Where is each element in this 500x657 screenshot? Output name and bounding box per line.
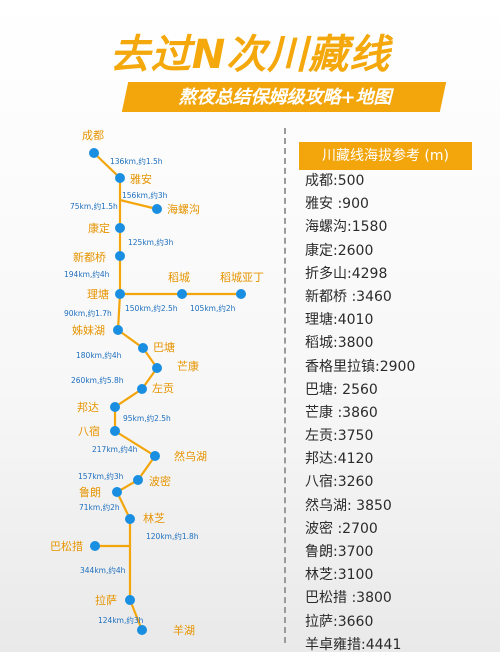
distance-label: 260km,约5.8h xyxy=(71,375,124,385)
node-basongcuo xyxy=(90,541,100,551)
station-label: 鲁朗 xyxy=(79,485,101,499)
node-hailuogou xyxy=(152,204,162,214)
node-daocheng-yading xyxy=(236,289,246,299)
altitude-item: 然乌湖: 3850 xyxy=(305,497,392,514)
branch-haiLuoGou xyxy=(119,198,158,211)
altitude-item: 邦达:4120 xyxy=(305,451,374,468)
route-nodes xyxy=(89,148,246,635)
page-title: 去过N次川藏线 xyxy=(109,32,391,78)
station-label: 巴松措 xyxy=(50,539,83,553)
node-chengdu xyxy=(89,148,99,158)
station-label: 成都 xyxy=(82,129,104,142)
distance-label: 75km,约1.5h xyxy=(70,201,118,211)
distance-label: 194km,约4h xyxy=(64,269,110,279)
altitude-item: 海螺沟:1580 xyxy=(305,219,388,236)
node-yaan xyxy=(115,173,125,183)
distance-label: 344km,约4h xyxy=(80,565,126,575)
node-litang xyxy=(115,289,125,299)
station-label: 新都桥 xyxy=(73,250,106,264)
station-label: 拉萨 xyxy=(95,593,117,607)
station-label: 雅安 xyxy=(130,172,152,186)
station-label: 海螺沟 xyxy=(167,202,200,216)
altitude-item: 羊卓雍措:4441 xyxy=(305,636,402,653)
station-label: 稻城亚丁 xyxy=(220,271,264,284)
node-yanghu xyxy=(137,625,147,635)
station-label: 康定 xyxy=(88,221,110,235)
altitude-list: 成都:500 雅安 :900 海螺沟:1580 康定:2600 折多山:4298… xyxy=(305,170,415,657)
altitude-item: 巴塘: 2560 xyxy=(305,381,378,398)
route-map: 成都 雅安 海螺沟 康定 新都桥 理塘 稻城 稻城亚丁 姊妹湖 巴塘 芒康 左贡… xyxy=(50,129,264,637)
node-zimeihu xyxy=(113,325,123,335)
altitude-item: 雅安 :900 xyxy=(305,196,369,213)
node-batang xyxy=(138,343,148,353)
altitude-item: 稻城:3800 xyxy=(305,335,374,352)
altitude-item: 林芝:3100 xyxy=(305,567,374,584)
station-label: 邦达 xyxy=(77,401,99,414)
distance-label: 217km,约4h xyxy=(92,444,138,454)
distance-label: 125km,约3h xyxy=(128,237,174,247)
distance-label: 90km,约1.7h xyxy=(64,308,112,318)
altitude-item: 芒康 :3860 xyxy=(305,404,378,421)
station-label: 姊妹湖 xyxy=(72,323,105,337)
altitude-item: 新都桥 :3460 xyxy=(305,288,392,305)
node-lasa xyxy=(125,595,135,605)
distance-labels: 136km,约1.5h 156km,约3h 75km,约1.5h 125km,约… xyxy=(64,156,236,625)
altitude-item: 折多山:4298 xyxy=(305,265,388,282)
altitude-item: 八宿:3260 xyxy=(305,474,374,491)
altitude-item: 波密 :2700 xyxy=(305,520,378,537)
altitude-item: 康定:2600 xyxy=(305,242,374,259)
distance-label: 95km,约2.5h xyxy=(123,413,171,423)
distance-label: 124km,约3h xyxy=(98,615,144,625)
station-label: 波密 xyxy=(149,474,171,488)
altitude-item: 拉萨:3660 xyxy=(305,613,374,630)
station-labels: 成都 雅安 海螺沟 康定 新都桥 理塘 稻城 稻城亚丁 姊妹湖 巴塘 芒康 左贡… xyxy=(50,129,264,637)
station-label: 巴塘 xyxy=(153,340,175,354)
station-label: 理塘 xyxy=(87,287,109,301)
distance-label: 157km,约3h xyxy=(78,471,124,481)
node-bomi xyxy=(133,475,143,485)
node-kangding xyxy=(115,223,125,233)
distance-label: 71km,约2h xyxy=(79,502,120,512)
dashed-divider xyxy=(284,128,286,643)
altitude-header xyxy=(299,142,472,170)
altitude-item: 成都:500 xyxy=(305,173,365,189)
altitude-item: 鲁朗:3700 xyxy=(305,544,374,560)
distance-label: 150km,约2.5h xyxy=(125,303,178,313)
node-linzhi xyxy=(125,514,135,524)
altitude-item: 香格里拉镇:2900 xyxy=(305,358,416,375)
node-basu xyxy=(110,426,120,436)
station-label: 林芝 xyxy=(143,511,165,525)
altitude-item: 理塘:4010 xyxy=(305,312,374,329)
node-bangda xyxy=(110,402,120,412)
station-label: 左贡 xyxy=(152,382,174,395)
distance-label: 120km,约1.8h xyxy=(146,531,199,541)
altitude-item: 巴松措 :3800 xyxy=(305,590,392,607)
node-ranwuhu xyxy=(150,451,160,461)
page-subtitle: 熬夜总结保姆级攻略+地图 xyxy=(178,87,392,108)
station-label: 羊湖 xyxy=(173,623,195,637)
distance-label: 180km,约4h xyxy=(76,350,122,360)
station-label: 芒康 xyxy=(177,359,199,373)
distance-label: 105km,约2h xyxy=(190,303,236,313)
station-label: 八宿 xyxy=(78,424,100,438)
node-mangkang xyxy=(152,363,162,373)
altitude-title: 川藏线海拔参考 (m) xyxy=(321,148,449,164)
node-zuogong xyxy=(137,384,147,394)
distance-label: 136km,约1.5h xyxy=(110,156,163,166)
node-lulang xyxy=(112,487,122,497)
altitude-item: 左贡:3750 xyxy=(305,428,374,445)
station-label: 稻城 xyxy=(168,271,190,284)
node-daocheng xyxy=(177,289,187,299)
station-label: 然乌湖 xyxy=(174,449,207,463)
node-xinduqiao xyxy=(115,251,125,261)
distance-label: 156km,约3h xyxy=(122,190,168,200)
